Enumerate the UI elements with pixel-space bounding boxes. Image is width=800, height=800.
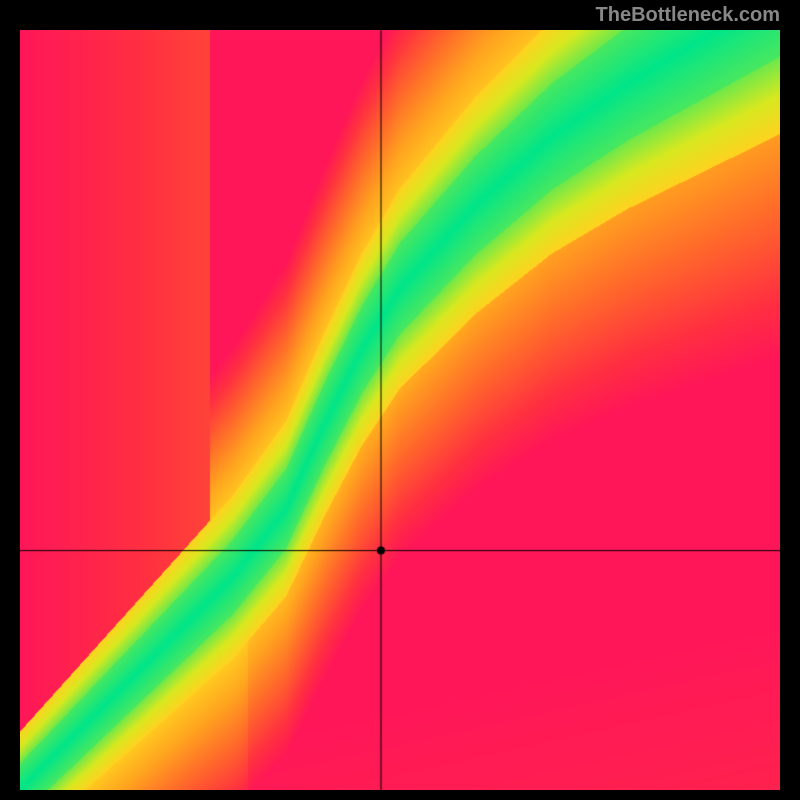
watermark-text: TheBottleneck.com [596, 4, 780, 27]
heatmap-canvas [20, 30, 780, 790]
chart-container: TheBottleneck.com [0, 0, 800, 800]
heatmap-plot [20, 30, 780, 790]
